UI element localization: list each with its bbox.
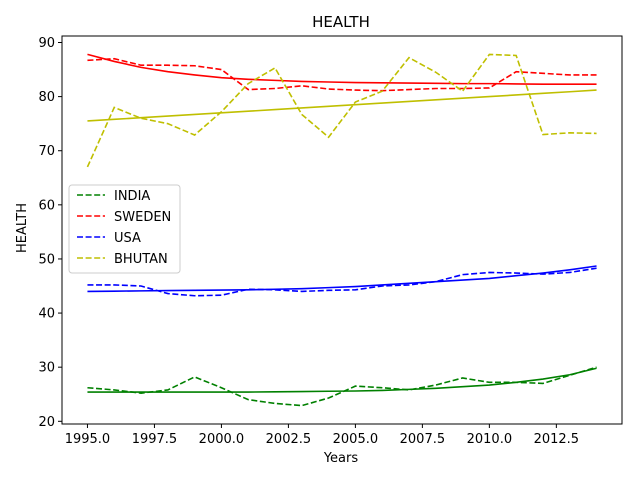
x-tick-label: 2010.0 bbox=[467, 432, 513, 447]
sweden-series-line bbox=[87, 57, 597, 92]
x-tick-label: 1995.0 bbox=[65, 432, 111, 447]
y-tick-label: 50 bbox=[38, 252, 55, 267]
y-axis-label: HEALTH bbox=[15, 203, 30, 253]
y-tick-label: 80 bbox=[38, 90, 55, 105]
x-tick-label: 2005.0 bbox=[333, 432, 379, 447]
x-tick-label: 2012.5 bbox=[534, 432, 580, 447]
axes-frame bbox=[61, 35, 623, 425]
bhutan-series-line bbox=[86, 53, 597, 168]
legend: INDIA SWEDEN USA BHUTAN bbox=[68, 184, 181, 274]
x-tick-label: 2000.0 bbox=[199, 432, 245, 447]
legend-label-india: INDIA bbox=[114, 189, 150, 204]
india-trend-line bbox=[87, 367, 597, 393]
sweden-trend-line bbox=[87, 53, 597, 85]
usa-trend-line bbox=[87, 265, 597, 293]
y-tick-label: 30 bbox=[38, 361, 55, 376]
legend-box bbox=[68, 184, 181, 274]
y-tick-label: 90 bbox=[38, 36, 55, 51]
y-tick-label: 70 bbox=[38, 144, 55, 159]
chart-title: HEALTH bbox=[312, 13, 370, 31]
x-tick-label: 2007.5 bbox=[400, 432, 446, 447]
legend-label-usa: USA bbox=[114, 231, 141, 246]
plot-area bbox=[86, 53, 597, 407]
bhutan-trend-line bbox=[87, 89, 597, 122]
x-tick-label: 2002.5 bbox=[266, 432, 312, 447]
axes: 1995.0 1997.5 2000.0 2002.5 2005.0 2007.5 2010… bbox=[38, 35, 623, 447]
x-tick-label: 1997.5 bbox=[132, 432, 178, 447]
legend-label-sweden: SWEDEN bbox=[114, 210, 171, 225]
y-tick-label: 60 bbox=[38, 198, 55, 213]
x-axis-label: Years bbox=[323, 451, 359, 466]
y-tick-label: 40 bbox=[38, 307, 55, 322]
legend-label-bhutan: BHUTAN bbox=[114, 252, 168, 267]
y-tick-label: 20 bbox=[38, 415, 55, 430]
